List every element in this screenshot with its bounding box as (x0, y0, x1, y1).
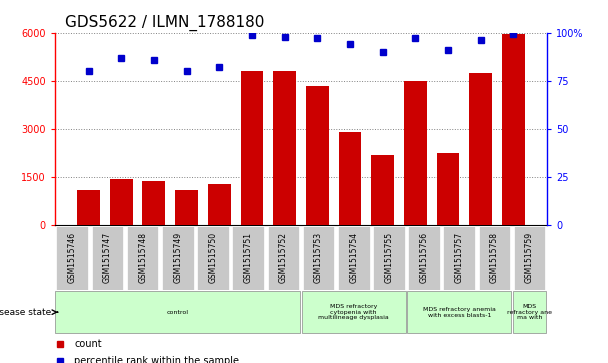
Text: GSM1515759: GSM1515759 (525, 232, 534, 283)
FancyBboxPatch shape (92, 226, 123, 290)
FancyBboxPatch shape (443, 226, 475, 290)
FancyBboxPatch shape (303, 226, 334, 290)
Bar (437, 153, 460, 225)
Text: GSM1515751: GSM1515751 (244, 232, 253, 283)
Text: GSM1515748: GSM1515748 (138, 232, 147, 283)
Text: GSM1515755: GSM1515755 (384, 232, 393, 283)
Bar (142, 181, 165, 225)
FancyBboxPatch shape (408, 226, 440, 290)
Text: GSM1515754: GSM1515754 (349, 232, 358, 283)
FancyBboxPatch shape (197, 226, 229, 290)
Bar (469, 73, 492, 225)
Text: count: count (74, 339, 102, 349)
Text: percentile rank within the sample: percentile rank within the sample (74, 356, 240, 363)
Text: GSM1515753: GSM1515753 (314, 232, 323, 283)
Text: GSM1515750: GSM1515750 (209, 232, 218, 283)
Text: GDS5622 / ILMN_1788180: GDS5622 / ILMN_1788180 (64, 15, 264, 31)
Text: GSM1515747: GSM1515747 (103, 232, 112, 283)
FancyBboxPatch shape (514, 226, 545, 290)
Bar (110, 179, 133, 225)
FancyBboxPatch shape (268, 226, 299, 290)
Bar (77, 190, 100, 225)
Bar (306, 86, 329, 225)
Text: GSM1515749: GSM1515749 (173, 232, 182, 283)
FancyBboxPatch shape (57, 226, 88, 290)
FancyBboxPatch shape (478, 226, 510, 290)
FancyBboxPatch shape (232, 226, 264, 290)
FancyBboxPatch shape (127, 226, 159, 290)
FancyBboxPatch shape (373, 226, 405, 290)
Text: disease state: disease state (0, 308, 52, 317)
Text: MDS refractory anemia
with excess blasts-1: MDS refractory anemia with excess blasts… (423, 307, 496, 318)
Bar (502, 34, 525, 225)
FancyBboxPatch shape (407, 291, 511, 333)
Bar (208, 184, 230, 225)
Bar (404, 81, 427, 225)
FancyBboxPatch shape (162, 226, 194, 290)
Bar (371, 155, 394, 225)
FancyBboxPatch shape (302, 291, 406, 333)
Text: control: control (167, 310, 189, 315)
Text: GSM1515746: GSM1515746 (68, 232, 77, 283)
FancyBboxPatch shape (338, 226, 370, 290)
Bar (241, 71, 263, 225)
Text: GSM1515756: GSM1515756 (420, 232, 429, 283)
Text: GSM1515757: GSM1515757 (455, 232, 464, 283)
Bar (175, 190, 198, 225)
FancyBboxPatch shape (513, 291, 547, 333)
Text: MDS
refractory ane
ma with: MDS refractory ane ma with (507, 304, 552, 321)
Bar (339, 132, 361, 225)
Bar (273, 71, 296, 225)
Text: GSM1515758: GSM1515758 (490, 232, 499, 283)
Text: MDS refractory
cytopenia with
multilineage dysplasia: MDS refractory cytopenia with multilinea… (319, 304, 389, 321)
Text: GSM1515752: GSM1515752 (279, 232, 288, 283)
FancyBboxPatch shape (55, 291, 300, 333)
